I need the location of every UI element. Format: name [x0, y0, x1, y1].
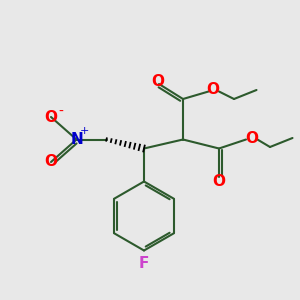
Text: -: - — [58, 105, 63, 118]
Text: O: O — [212, 174, 226, 189]
Text: O: O — [151, 74, 164, 88]
Text: O: O — [206, 82, 220, 98]
Text: O: O — [44, 110, 58, 124]
Text: N: N — [70, 132, 83, 147]
Text: F: F — [139, 256, 149, 272]
Text: +: + — [80, 126, 90, 136]
Text: O: O — [44, 154, 58, 169]
Text: O: O — [245, 130, 258, 146]
